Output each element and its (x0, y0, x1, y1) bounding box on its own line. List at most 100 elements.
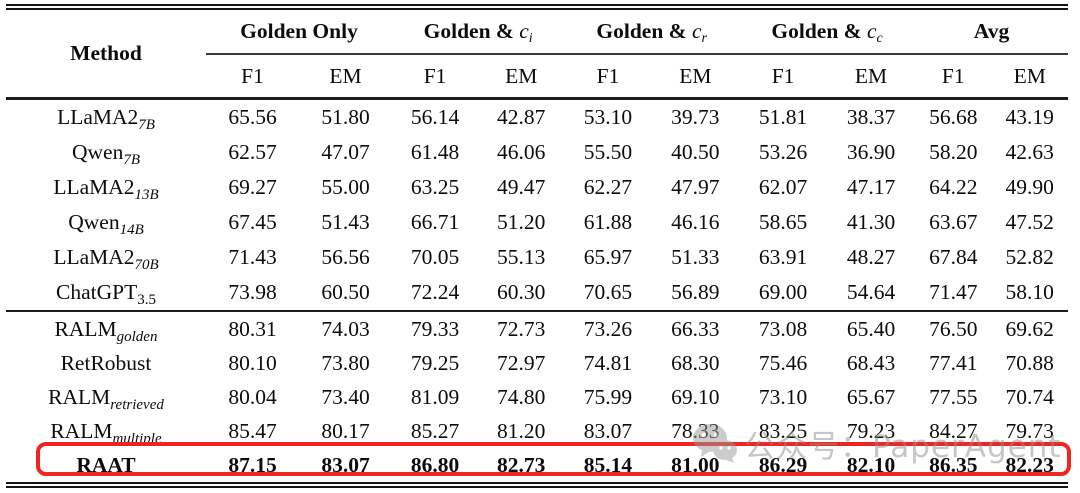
value-cell: 51.20 (497, 210, 546, 234)
value-cell: 78.33 (671, 418, 720, 443)
value-cell: 70.05 (410, 245, 460, 269)
value-cell: 75.99 (583, 384, 633, 409)
column-group-header-row: Method Golden Only Golden & ci Golden & cr… (6, 7, 1068, 100)
value-cell: 73.40 (321, 384, 370, 409)
value-cell: 81.00 (671, 452, 720, 477)
value-cell: 63.91 (758, 245, 808, 269)
value-cell: 46.16 (671, 210, 720, 234)
metric-subheader-row: F1 EM F1 EM F1 EM F1 EM F1 EM (6, 54, 1068, 100)
value-cell: 60.30 (497, 280, 546, 304)
value-cell: 62.27 (583, 175, 633, 199)
value-cell: 66.71 (410, 210, 460, 234)
value-cell: 71.43 (228, 245, 277, 269)
value-cell: 55.13 (497, 245, 546, 269)
method-cell: Qwen14B (68, 210, 144, 238)
value-cell: 82.10 (846, 452, 896, 477)
value-cell: 51.80 (321, 105, 370, 129)
value-cell: 82.73 (497, 452, 546, 477)
value-cell: 67.45 (228, 210, 277, 234)
table-row: LLaMA213B 69.27 55.00 63.25 49.47 62.27 47.97 6… (6, 170, 1068, 205)
value-cell: 66.33 (651, 310, 740, 346)
table-row: RAAT 87.15 83.07 86.80 82.73 85.14 81.00 86.29 8… (6, 448, 1068, 485)
value-cell: 38.37 (846, 105, 896, 129)
table-row: ChatGPT3.5 73.98 60.50 72.24 60.30 70.65 56.89… (6, 275, 1068, 311)
value-cell: 83.07 (583, 418, 633, 443)
value-cell: 70.88 (1005, 350, 1054, 375)
table-row: RALMretrieved 80.04 73.40 81.09 74.80 75.99 69… (6, 380, 1068, 414)
value-cell: 55.00 (321, 175, 370, 199)
metric-subheader: EM (299, 54, 392, 100)
value-cell: 41.30 (846, 210, 896, 234)
metric-subheader: F1 (739, 54, 828, 100)
value-cell: 47.52 (1005, 210, 1054, 234)
value-cell: 83.25 (758, 418, 808, 443)
value-cell: 81.09 (410, 384, 460, 409)
method-cell: LLaMA213B (53, 175, 159, 203)
value-cell: 77.41 (929, 350, 978, 375)
method-column-header: Method (6, 7, 206, 100)
value-cell: 80.31 (206, 310, 299, 346)
value-cell: 70.65 (583, 280, 633, 304)
value-cell: 85.27 (410, 418, 460, 443)
metric-subheader: EM (991, 54, 1068, 100)
value-cell: 74.81 (583, 350, 633, 375)
value-cell: 76.50 (915, 310, 992, 346)
value-cell: 69.10 (671, 384, 720, 409)
value-cell: 72.24 (410, 280, 460, 304)
table-row: Qwen14B 67.45 51.43 66.71 51.20 61.88 46.16 58.… (6, 205, 1068, 240)
value-cell: 74.80 (497, 384, 546, 409)
value-cell: 65.56 (228, 105, 277, 129)
method-cell: RALMretrieved (48, 384, 164, 413)
value-cell: 80.10 (228, 350, 277, 375)
value-cell: 85.14 (583, 452, 633, 477)
table-row: LLaMA27B 65.56 51.80 56.14 42.87 53.10 39.73 51… (6, 99, 1068, 136)
value-cell: 46.06 (497, 140, 546, 164)
value-cell: 71.47 (929, 280, 978, 304)
method-cell: RetRobust (60, 350, 152, 375)
metric-subheader: EM (827, 54, 916, 100)
value-cell: 40.50 (671, 140, 720, 164)
metric-subheader: EM (478, 54, 565, 100)
table-row: RALMgolden 80.31 74.03 79.33 72.73 73.26 66.33… (6, 310, 1068, 346)
value-cell: 55.50 (583, 140, 633, 164)
value-cell: 72.73 (478, 310, 565, 346)
table-row: LLaMA270B 71.43 56.56 70.05 55.13 65.97 51.33 6… (6, 240, 1068, 275)
value-cell: 80.04 (228, 384, 277, 409)
value-cell: 39.73 (671, 105, 720, 129)
value-cell: 53.26 (758, 140, 808, 164)
column-group-header: Golden & cc (739, 7, 916, 55)
metric-subheader: F1 (206, 54, 299, 100)
metric-subheader: F1 (915, 54, 992, 100)
value-cell: 62.07 (758, 175, 808, 199)
value-cell: 52.82 (1005, 245, 1054, 269)
value-cell: 75.46 (758, 350, 808, 375)
value-cell: 42.87 (497, 105, 546, 129)
method-cell: RAAT (76, 452, 136, 477)
value-cell: 86.29 (758, 452, 808, 477)
method-cell: LLaMA270B (53, 245, 159, 273)
value-cell: 68.43 (846, 350, 896, 375)
value-cell: 56.68 (929, 105, 978, 129)
value-cell: 56.56 (321, 245, 370, 269)
value-cell: 80.17 (321, 418, 370, 443)
method-cell: RALMgolden (6, 310, 206, 346)
value-cell: 86.80 (410, 452, 460, 477)
value-cell: 64.22 (929, 175, 978, 199)
value-cell: 51.81 (758, 105, 808, 129)
value-cell: 48.27 (846, 245, 896, 269)
value-cell: 69.00 (758, 280, 808, 304)
value-cell: 63.25 (410, 175, 460, 199)
value-cell: 79.23 (846, 418, 896, 443)
value-cell: 69.62 (991, 310, 1068, 346)
value-cell: 85.47 (228, 418, 277, 443)
value-cell: 67.84 (929, 245, 978, 269)
metric-subheader: F1 (392, 54, 479, 100)
value-cell: 84.27 (929, 418, 978, 443)
method-cell: RALMmultiple (50, 418, 162, 447)
value-cell: 82.23 (1005, 452, 1054, 477)
value-cell: 65.67 (846, 384, 896, 409)
value-cell: 49.90 (1005, 175, 1054, 199)
value-cell: 62.57 (228, 140, 277, 164)
metric-subheader: F1 (564, 54, 652, 100)
value-cell: 77.55 (929, 384, 978, 409)
